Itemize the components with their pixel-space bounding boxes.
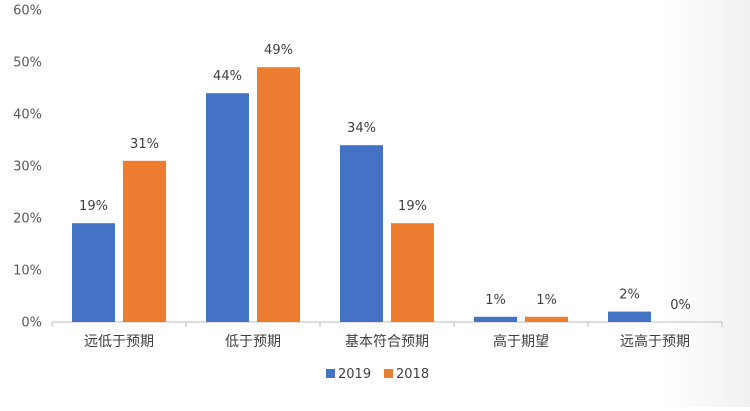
bar-2019-5 (608, 311, 651, 322)
y-tick-label: 50% (13, 56, 42, 71)
x-tick-label: 远低于预期 (84, 334, 154, 350)
y-axis: 0% 10% 20% 30% 40% 50% 60% (13, 4, 42, 331)
data-label: 19% (398, 199, 427, 214)
bar-2018-3 (391, 223, 434, 322)
y-tick-label: 10% (13, 264, 42, 279)
bar-2019-4 (474, 316, 517, 322)
data-label: 1% (536, 293, 557, 308)
data-label: 2% (619, 288, 640, 303)
bar-2019-2 (206, 93, 249, 322)
data-label: 1% (485, 293, 506, 308)
data-label: 44% (213, 69, 242, 84)
bar-2019-1 (72, 223, 115, 322)
bar-2018-4 (525, 316, 568, 322)
legend-swatch-2019 (326, 369, 335, 378)
legend-label: 2018 (396, 367, 429, 382)
data-label: 31% (130, 137, 159, 152)
y-tick-label: 0% (21, 316, 42, 331)
legend-label: 2019 (338, 367, 371, 382)
bar-2018-2 (257, 67, 300, 322)
bar-2019-3 (340, 145, 383, 322)
bars (72, 67, 651, 322)
x-tick-label: 高于期望 (493, 333, 549, 350)
x-tick-label: 远高于预期 (620, 333, 690, 350)
data-labels: 19% 44% 34% 1% 2% 31% 49% 19% 1% 0% (79, 43, 691, 313)
legend: 2019 2018 (326, 367, 429, 382)
legend-swatch-2018 (384, 369, 393, 378)
y-tick-label: 30% (13, 160, 42, 175)
data-label: 49% (264, 43, 293, 58)
data-label: 0% (670, 298, 691, 313)
data-label: 34% (347, 121, 376, 136)
x-axis: 远低于预期 低于预期 基本符合预期 高于期望 远高于预期 (51, 321, 723, 350)
data-label: 19% (79, 199, 108, 214)
bar-2018-1 (123, 160, 166, 322)
y-tick-label: 20% (13, 212, 42, 227)
x-tick-label: 基本符合预期 (345, 333, 429, 350)
y-tick-label: 60% (13, 4, 42, 19)
y-tick-label: 40% (13, 108, 42, 123)
x-tick-label: 低于预期 (225, 334, 281, 350)
